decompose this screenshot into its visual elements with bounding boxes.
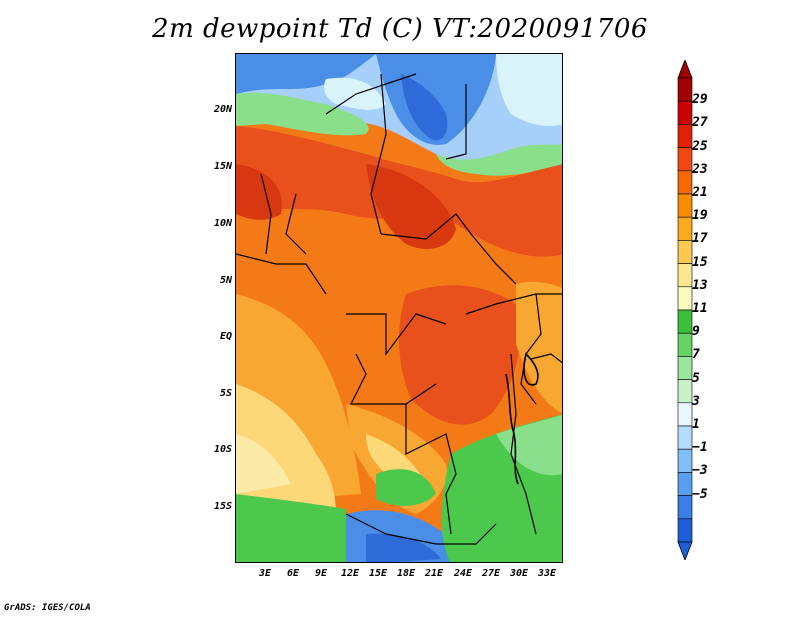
east-africa-light-orange xyxy=(516,281,562,413)
colorbar-segment xyxy=(677,379,693,404)
west-sahara-blue xyxy=(236,54,376,94)
lat-label-15s: 15S xyxy=(213,501,232,512)
colorbar-label: 3 xyxy=(692,393,700,409)
colorbar-segment xyxy=(677,240,693,264)
sahel-green-band xyxy=(236,92,369,136)
atlantic-pale-yellow xyxy=(236,434,291,494)
colorbar-segment xyxy=(677,332,693,357)
colorbar-label: 29 xyxy=(692,92,708,108)
colorbar-segment xyxy=(677,124,693,148)
lon-label-9e: 9E xyxy=(314,568,328,579)
colorbar-segment xyxy=(677,193,693,218)
lat-label-20n: 20N xyxy=(213,104,232,115)
colorbar-top-tip xyxy=(677,60,693,79)
colorbar-label: 5 xyxy=(692,370,700,386)
chart-title: 2m dewpoint Td (C) VT:2020091706 xyxy=(152,14,648,44)
colorbar-segment xyxy=(677,100,693,125)
colorbar-label: −1 xyxy=(692,440,708,456)
sahara-pale-cyan xyxy=(324,77,386,110)
colorbar xyxy=(677,60,693,560)
colorbar-label: 19 xyxy=(692,208,708,224)
lon-label-18e: 18E xyxy=(396,568,416,579)
colorbar-label: 17 xyxy=(692,231,708,247)
colorbar-segment xyxy=(677,495,693,520)
colorbar-segment xyxy=(677,356,693,380)
colorbar-segment xyxy=(677,309,693,334)
map-svg xyxy=(236,54,562,562)
zambia-green-patch xyxy=(376,469,436,506)
lon-label-15e: 15E xyxy=(368,568,388,579)
colorbar-label: 13 xyxy=(692,277,708,293)
colorbar-segment xyxy=(677,518,693,543)
colorbar-segment xyxy=(677,425,693,450)
lat-label-10s: 10S xyxy=(213,444,232,455)
chad-dark-red xyxy=(366,164,456,249)
colorbar-bottom-tip xyxy=(677,541,693,560)
colorbar-label: 1 xyxy=(692,417,700,432)
lat-label-eq: EQ xyxy=(219,331,232,342)
colorbar-label: −5 xyxy=(692,486,708,502)
colorbar-segment xyxy=(677,402,693,427)
colorbar-label: 9 xyxy=(692,324,700,340)
sahara-dark-blue xyxy=(401,74,448,141)
northeast-pale-cyan xyxy=(496,54,562,126)
dewpoint-map xyxy=(235,53,563,563)
lon-label-6e: 6E xyxy=(286,568,300,579)
colorbar-segment xyxy=(677,286,693,311)
lon-label-30e: 30E xyxy=(509,568,529,579)
footer-credit: GrADS: IGES/COLA xyxy=(4,603,91,613)
colorbar-label: 25 xyxy=(692,138,708,154)
colorbar-segment xyxy=(677,170,693,195)
lon-label-24e: 24E xyxy=(453,568,473,579)
lon-label-33e: 33E xyxy=(537,568,557,579)
sudan-green-band xyxy=(436,144,562,176)
lat-label-5n: 5N xyxy=(219,275,232,286)
country-borders xyxy=(236,73,562,545)
colorbar-label: −3 xyxy=(692,463,708,479)
lon-label-3e: 3E xyxy=(258,568,272,579)
congo-red-orange xyxy=(399,285,520,425)
lon-label-12e: 12E xyxy=(340,568,360,579)
west-africa-dark-red xyxy=(236,164,282,220)
south-atlantic-green xyxy=(236,494,346,562)
colorbar-segment xyxy=(677,77,693,102)
lon-label-21e: 21E xyxy=(424,568,444,579)
colorbar-label: 23 xyxy=(692,161,708,177)
colorbar-label: 21 xyxy=(692,185,708,200)
lat-label-15n: 15N xyxy=(213,161,232,172)
colorbar-segment xyxy=(677,147,693,172)
colorbar-segment xyxy=(677,448,693,473)
lakes xyxy=(505,352,539,485)
lon-label-27e: 27E xyxy=(481,568,501,579)
colorbar-segment xyxy=(677,472,693,496)
lat-label-10n: 10N xyxy=(213,218,232,229)
colorbar-label: 11 xyxy=(692,301,708,316)
colorbar-segment xyxy=(677,263,693,288)
namibia-dark-blue xyxy=(366,533,441,562)
colorbar-segment xyxy=(677,216,693,241)
colorbar-segments xyxy=(677,60,693,560)
colorbar-label: 15 xyxy=(692,254,708,270)
colorbar-label: 27 xyxy=(692,115,708,131)
colorbar-label: 7 xyxy=(692,347,700,363)
lat-label-5s: 5S xyxy=(219,388,232,399)
